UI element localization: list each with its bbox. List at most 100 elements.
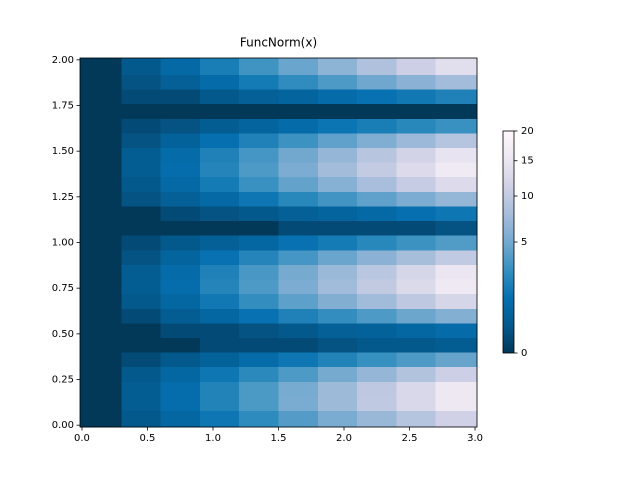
x-tick-label: 0.5	[140, 433, 156, 444]
x-tick-label: 3.0	[467, 433, 483, 444]
cell	[160, 352, 201, 368]
cell	[199, 322, 240, 338]
cell	[239, 322, 279, 338]
cell	[239, 352, 279, 368]
cell	[239, 337, 279, 353]
cell	[396, 381, 437, 397]
cell	[80, 118, 122, 134]
cell	[160, 103, 201, 119]
cell	[435, 118, 478, 134]
cell	[357, 381, 397, 397]
cell	[239, 220, 279, 236]
cell	[357, 176, 397, 192]
cell	[239, 279, 279, 295]
cell	[435, 395, 478, 412]
cell	[357, 366, 397, 382]
cell	[121, 103, 162, 119]
cell	[278, 191, 319, 207]
cell	[357, 162, 397, 178]
cell	[80, 74, 122, 90]
cell	[317, 162, 358, 178]
cell	[396, 308, 437, 324]
cell	[160, 220, 201, 236]
cell	[396, 132, 437, 149]
y-tick-label: 0.50	[52, 329, 74, 340]
cell	[199, 293, 240, 309]
cell	[278, 103, 319, 119]
cell	[396, 264, 437, 280]
cell	[121, 395, 162, 412]
cell	[396, 337, 437, 353]
cell	[357, 395, 397, 412]
cell	[80, 308, 122, 324]
cell	[396, 176, 437, 192]
cell	[160, 74, 201, 90]
cell	[396, 249, 437, 265]
cell	[80, 337, 122, 353]
cell	[357, 322, 397, 338]
cell	[121, 74, 162, 90]
cell	[278, 118, 319, 134]
cell	[121, 118, 162, 134]
cell	[239, 235, 279, 251]
y-tick-label: 0.25	[52, 375, 74, 386]
cell	[121, 352, 162, 368]
cell	[160, 308, 201, 324]
cell	[199, 264, 240, 280]
x-tick-label: 0.0	[74, 433, 90, 444]
cell	[199, 147, 240, 163]
cell	[357, 205, 397, 222]
cell	[278, 352, 319, 368]
x-tick-label: 2.5	[402, 433, 418, 444]
cell	[357, 147, 397, 163]
cell	[278, 58, 319, 75]
cell	[396, 220, 437, 236]
cell	[317, 249, 358, 265]
cell	[435, 89, 478, 105]
cell	[317, 337, 358, 353]
cell	[121, 176, 162, 192]
cell	[317, 381, 358, 397]
cell	[160, 293, 201, 309]
cell	[317, 220, 358, 236]
cell	[239, 395, 279, 412]
cell	[160, 89, 201, 105]
cell	[435, 410, 478, 428]
cell	[357, 337, 397, 353]
cell	[278, 132, 319, 149]
cell	[278, 395, 319, 412]
cell	[199, 89, 240, 105]
cell	[80, 264, 122, 280]
cell	[278, 366, 319, 382]
cell	[278, 162, 319, 178]
cell	[199, 74, 240, 90]
cell	[121, 220, 162, 236]
cell	[317, 235, 358, 251]
colorbar-tick-label: 15	[521, 156, 534, 167]
cell	[396, 191, 437, 207]
cell	[278, 279, 319, 295]
cell	[317, 366, 358, 382]
cell	[121, 293, 162, 309]
cell	[435, 235, 478, 251]
cell	[435, 381, 478, 397]
cell	[278, 264, 319, 280]
cell	[160, 176, 201, 192]
cell	[317, 191, 358, 207]
cell	[396, 205, 437, 222]
cell	[357, 249, 397, 265]
cell	[239, 103, 279, 119]
cell	[121, 191, 162, 207]
cell	[80, 395, 122, 412]
cell	[160, 118, 201, 134]
cell	[278, 147, 319, 163]
cell	[80, 58, 122, 75]
cell	[160, 264, 201, 280]
y-tick-label: 1.50	[52, 146, 74, 157]
cell	[435, 249, 478, 265]
cell	[199, 58, 240, 75]
cell	[121, 308, 162, 324]
cell	[357, 279, 397, 295]
cell	[199, 249, 240, 265]
